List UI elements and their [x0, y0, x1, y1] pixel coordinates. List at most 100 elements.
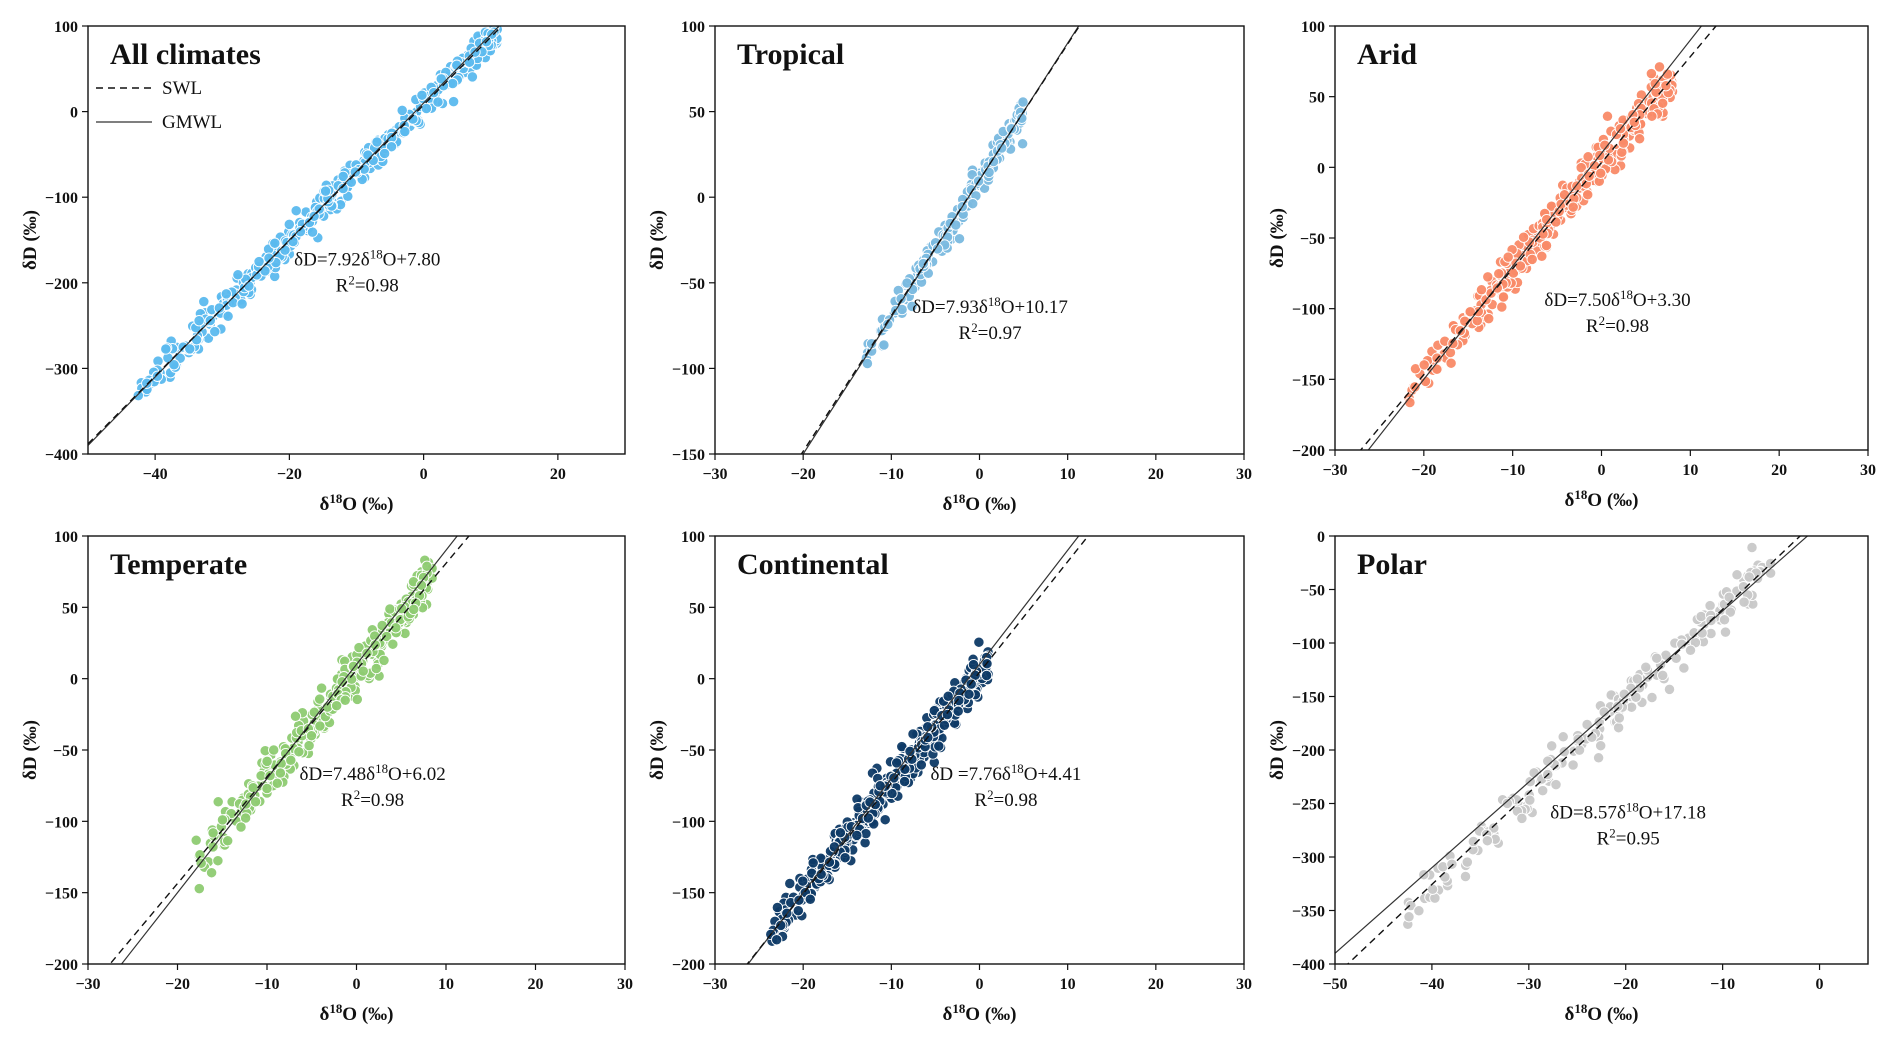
- data-point: [1612, 700, 1624, 712]
- data-point: [904, 745, 916, 758]
- text-span: δD=7.48: [300, 764, 367, 785]
- text-span: δD=7.50: [1544, 290, 1611, 311]
- text-span: δD=7.92: [294, 250, 361, 271]
- plot-frame: [87, 535, 626, 965]
- data-point: [1678, 662, 1690, 674]
- data-point: [1446, 858, 1458, 870]
- y-tick-label: −50: [680, 743, 705, 760]
- data-point: [447, 77, 459, 90]
- data-point: [987, 155, 1000, 168]
- data-point: [151, 370, 164, 382]
- data-point: [207, 827, 219, 839]
- data-point: [1764, 567, 1777, 579]
- data-point: [337, 170, 349, 183]
- x-tick-label: −40: [143, 466, 168, 483]
- x-tick-label: −30: [1322, 462, 1347, 479]
- data-point: [1501, 797, 1513, 810]
- r-squared: R2=0.98: [974, 787, 1037, 811]
- superscript: 18: [1574, 1001, 1587, 1016]
- data-point: [1640, 661, 1652, 673]
- y-axis-label: δD (‰): [20, 210, 41, 270]
- data-point: [1731, 569, 1743, 581]
- data-point: [1601, 110, 1614, 122]
- data-point: [141, 377, 153, 389]
- data-point: [1595, 167, 1607, 179]
- data-point: [259, 265, 271, 277]
- data-point: [387, 638, 399, 650]
- x-axis-label: δ18O (‰): [943, 1001, 1017, 1025]
- plot-area: [109, 536, 470, 964]
- data-point: [213, 302, 226, 314]
- x-tick-label: 20: [528, 976, 544, 993]
- y-tick-label: −150: [1292, 690, 1325, 707]
- data-point: [1617, 137, 1630, 149]
- swl-line: [800, 26, 1081, 454]
- y-tick-label: −300: [45, 361, 78, 378]
- text-span: δD =7.76: [930, 764, 1001, 785]
- y-tick-label: −50: [1300, 231, 1325, 248]
- y-tick-label: −200: [1292, 443, 1325, 460]
- panel-continental: −30 −20 −10 0 10 20 30−200−150−100−50050100δ18…: [647, 529, 1252, 1025]
- data-point: [941, 708, 954, 721]
- data-point: [861, 357, 874, 370]
- text-span: O+3.30: [1633, 290, 1691, 311]
- x-axis-label: δ18O (‰): [943, 491, 1017, 515]
- regression-equation: δD=7.93δ18O+10.17: [912, 294, 1068, 318]
- data-point: [1695, 610, 1707, 623]
- data-point: [1459, 870, 1472, 883]
- y-tick-label: −50: [680, 276, 705, 293]
- data-point: [193, 315, 205, 327]
- data-point: [314, 720, 326, 732]
- data-point: [1581, 718, 1593, 731]
- data-point: [792, 905, 804, 917]
- y-tick-label: 0: [697, 672, 705, 689]
- data-point: [212, 796, 224, 808]
- data-point: [942, 690, 954, 702]
- swl-line: [1346, 536, 1802, 964]
- data-point: [371, 136, 383, 148]
- data-point: [1646, 110, 1658, 122]
- data-point: [1445, 357, 1457, 369]
- text-span: δD (‰): [647, 720, 668, 780]
- x-tick-label: −10: [879, 976, 904, 993]
- data-point: [851, 829, 863, 842]
- data-point: [807, 857, 819, 869]
- data-point: [775, 919, 787, 932]
- data-point: [370, 662, 382, 675]
- data-point: [193, 882, 205, 895]
- data-point: [1528, 767, 1540, 779]
- x-tick-label: 20: [550, 466, 566, 483]
- x-tick-label: −20: [791, 976, 816, 993]
- data-point: [1633, 133, 1646, 145]
- data-point: [190, 834, 202, 846]
- data-point: [385, 141, 398, 153]
- data-point: [771, 901, 784, 914]
- y-tick-label: −50: [53, 743, 78, 760]
- scatter-points: [190, 554, 438, 895]
- data-point: [190, 334, 203, 346]
- data-point: [933, 740, 945, 752]
- text-span: O (‰): [1587, 1004, 1638, 1025]
- data-point: [274, 767, 287, 779]
- data-point: [1526, 253, 1538, 266]
- data-point: [1746, 541, 1758, 554]
- data-point: [1482, 271, 1494, 283]
- gmwl-line: [747, 536, 1080, 964]
- data-point: [261, 755, 273, 768]
- data-point: [415, 579, 428, 591]
- superscript: 18: [1011, 761, 1024, 776]
- data-point: [899, 763, 911, 775]
- data-point: [1481, 835, 1494, 847]
- data-point: [1483, 312, 1495, 325]
- superscript: 18: [375, 761, 388, 776]
- data-point: [271, 777, 283, 789]
- data-point: [222, 835, 234, 847]
- data-point: [907, 728, 919, 740]
- swl-line: [746, 536, 1090, 964]
- data-point: [1546, 740, 1558, 752]
- data-point: [1719, 626, 1732, 638]
- data-point: [1582, 189, 1594, 201]
- x-tick-label: −10: [1500, 462, 1525, 479]
- data-point: [216, 814, 229, 826]
- data-point: [1497, 291, 1510, 303]
